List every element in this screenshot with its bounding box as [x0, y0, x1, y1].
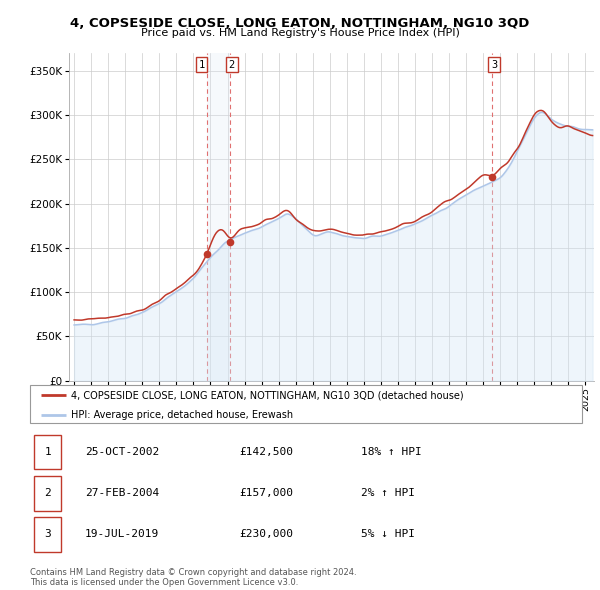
Text: £230,000: £230,000 — [240, 529, 294, 539]
Text: 18% ↑ HPI: 18% ↑ HPI — [361, 447, 422, 457]
FancyBboxPatch shape — [34, 476, 61, 510]
Text: 4, COPSESIDE CLOSE, LONG EATON, NOTTINGHAM, NG10 3QD (detached house): 4, COPSESIDE CLOSE, LONG EATON, NOTTINGH… — [71, 391, 464, 401]
Text: 2: 2 — [229, 60, 235, 70]
Text: 3: 3 — [491, 60, 497, 70]
FancyBboxPatch shape — [30, 385, 582, 423]
Text: 27-FEB-2004: 27-FEB-2004 — [85, 489, 160, 498]
FancyBboxPatch shape — [34, 435, 61, 470]
Text: 1: 1 — [44, 447, 51, 457]
Bar — [208, 53, 230, 381]
Text: 1: 1 — [199, 60, 205, 70]
Text: 19-JUL-2019: 19-JUL-2019 — [85, 529, 160, 539]
Text: 2% ↑ HPI: 2% ↑ HPI — [361, 489, 415, 498]
Text: 25-OCT-2002: 25-OCT-2002 — [85, 447, 160, 457]
Text: £157,000: £157,000 — [240, 489, 294, 498]
Text: Contains HM Land Registry data © Crown copyright and database right 2024.
This d: Contains HM Land Registry data © Crown c… — [30, 568, 356, 587]
Text: 2: 2 — [44, 489, 51, 498]
Text: HPI: Average price, detached house, Erewash: HPI: Average price, detached house, Erew… — [71, 409, 293, 419]
Text: 5% ↓ HPI: 5% ↓ HPI — [361, 529, 415, 539]
Text: 3: 3 — [44, 529, 51, 539]
Text: 4, COPSESIDE CLOSE, LONG EATON, NOTTINGHAM, NG10 3QD: 4, COPSESIDE CLOSE, LONG EATON, NOTTINGH… — [70, 17, 530, 30]
Text: £142,500: £142,500 — [240, 447, 294, 457]
FancyBboxPatch shape — [34, 517, 61, 552]
Text: Price paid vs. HM Land Registry's House Price Index (HPI): Price paid vs. HM Land Registry's House … — [140, 28, 460, 38]
